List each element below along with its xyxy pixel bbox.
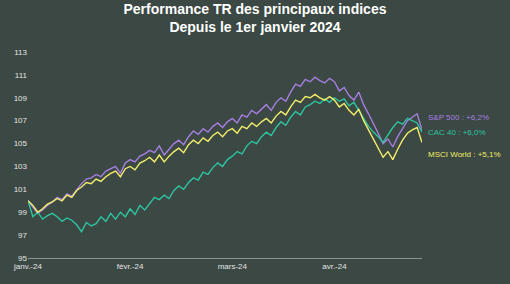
svg-text:97: 97 [18, 231, 27, 240]
svg-text:févr.-24: févr.-24 [117, 262, 144, 271]
svg-text:CAC 40 : +6,0%: CAC 40 : +6,0% [428, 128, 486, 137]
svg-text:113: 113 [14, 48, 27, 57]
svg-text:95: 95 [18, 254, 27, 263]
svg-text:janv.-24: janv.-24 [13, 262, 42, 271]
svg-text:103: 103 [14, 162, 28, 171]
svg-text:mars-24: mars-24 [218, 262, 248, 271]
svg-text:MSCI World : +5,1%: MSCI World : +5,1% [428, 150, 501, 159]
svg-text:S&P 500 : +6,2%: S&P 500 : +6,2% [428, 113, 489, 122]
svg-text:Performance TR des principaux: Performance TR des principaux indicesDep… [124, 1, 387, 35]
svg-text:105: 105 [14, 139, 28, 148]
svg-text:107: 107 [14, 116, 28, 125]
svg-text:109: 109 [14, 94, 28, 103]
svg-text:101: 101 [14, 185, 28, 194]
svg-text:avr.-24: avr.-24 [322, 262, 347, 271]
svg-text:111: 111 [15, 71, 28, 80]
svg-text:99: 99 [18, 208, 27, 217]
